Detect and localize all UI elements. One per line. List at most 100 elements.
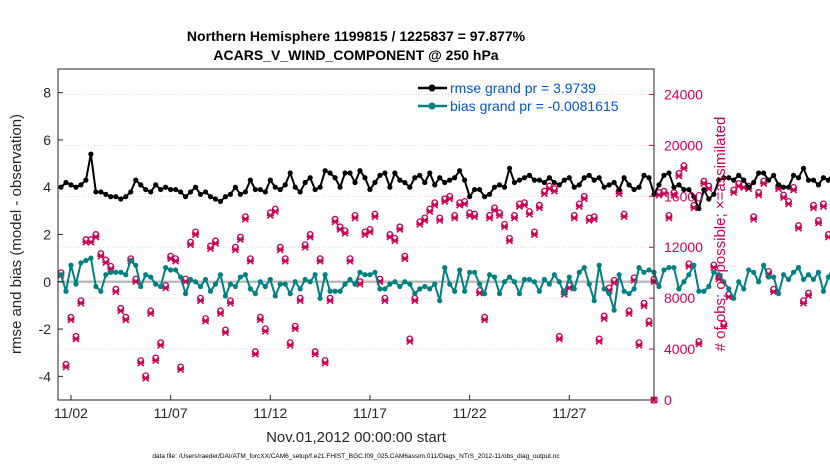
obs-assimilated-point (640, 302, 648, 310)
obs-assimilated-mark (286, 341, 294, 349)
y-tick-label-left: -2 (39, 321, 52, 337)
bias-point (412, 291, 418, 297)
obs-assimilated-point (321, 359, 329, 367)
rmse-point (128, 189, 134, 195)
obs-count-series (57, 162, 830, 404)
bias-point (775, 291, 782, 297)
obs-assimilated-mark (680, 164, 688, 172)
bias-point (347, 276, 353, 283)
rmse-point (761, 170, 767, 176)
obs-assimilated-point (177, 365, 185, 374)
obs-assimilated-point (411, 297, 419, 305)
obs-assimilated-point (391, 237, 399, 245)
rmse-point (397, 177, 403, 183)
obs-assimilated-mark (112, 288, 120, 296)
obs-assimilated-mark (461, 200, 469, 208)
obs-assimilated-mark (540, 190, 548, 198)
obs-assimilated-mark (799, 299, 808, 307)
rmse-point (501, 184, 508, 190)
bias-point (377, 286, 383, 292)
rmse-point (297, 189, 303, 195)
obs-assimilated-point (396, 225, 404, 233)
obs-assimilated-point (540, 190, 548, 198)
obs-assimilated-point (157, 341, 165, 349)
rmse-point (546, 175, 552, 181)
rmse-point (367, 186, 373, 193)
obs-assimilated-point (505, 237, 514, 245)
obs-assimilated-mark (326, 297, 334, 305)
bias-point (128, 257, 134, 264)
bias-point (676, 286, 682, 292)
obs-assimilated-point (172, 257, 180, 265)
rmse-point (581, 175, 587, 181)
bias-point (541, 276, 547, 283)
obs-assimilated-mark (755, 191, 763, 199)
bias-point (661, 267, 667, 273)
obs-assimilated-mark (416, 220, 424, 228)
obs-assimilated-mark (610, 279, 618, 287)
rmse-point (741, 177, 747, 183)
bias-point (182, 291, 189, 297)
obs-assimilated-mark (690, 204, 698, 212)
obs-assimilated-point (710, 264, 718, 272)
obs-assimilated-point (261, 327, 269, 335)
rmse-point (93, 189, 99, 195)
obs-assimilated-point (221, 328, 230, 337)
rmse-point (422, 179, 428, 186)
bias-point (287, 291, 293, 297)
obs-assimilated-point (645, 320, 653, 328)
bias-point (337, 288, 343, 294)
bias-point (118, 269, 124, 275)
rmse-point (257, 186, 263, 193)
obs-assimilated-mark (665, 214, 673, 222)
obs-assimilated-point (755, 191, 763, 199)
rmse-point (790, 172, 797, 178)
obs-assimilated-mark (520, 201, 529, 209)
obs-assimilated-point (256, 316, 264, 324)
bias-point (282, 281, 288, 287)
bias-point (332, 288, 338, 294)
obs-assimilated-point (296, 297, 304, 305)
bias-point (716, 272, 722, 278)
obs-assimilated-point (246, 257, 254, 265)
rmse-point (357, 168, 363, 174)
rmse-point (437, 175, 443, 181)
bias-point (766, 274, 772, 280)
bias-point (671, 265, 677, 271)
obs-assimilated-point (216, 309, 225, 317)
rmse-point (227, 191, 234, 197)
bias-point (272, 293, 278, 299)
bias-point (73, 281, 79, 287)
obs-assimilated-mark (595, 337, 603, 346)
obs-assimilated-point (555, 335, 563, 343)
rmse-point (292, 184, 298, 190)
obs-assimilated-point (162, 284, 170, 292)
obs-assimilated-point (67, 316, 75, 324)
rmse-point (472, 186, 478, 193)
obs-assimilated-point (132, 278, 140, 286)
obs-assimilated-point (620, 213, 628, 221)
obs-assimilated-point (525, 210, 533, 218)
bias-point (187, 276, 194, 283)
bias-point (417, 286, 423, 292)
legend: rmse grand pr = 3.9739 bias grand pr = -… (418, 80, 619, 114)
bias-point (352, 281, 358, 287)
obs-assimilated-mark (172, 257, 180, 265)
plot-area (58, 69, 654, 400)
rmse-point (312, 186, 318, 193)
rmse-point (616, 186, 622, 193)
rmse-point (322, 168, 328, 174)
rmse-point (780, 184, 787, 190)
bias-point (237, 274, 243, 280)
rmse-point (775, 182, 782, 188)
rmse-point (676, 182, 682, 188)
obs-assimilated-mark (476, 289, 484, 297)
rmse-point (591, 177, 597, 183)
obs-assimilated-mark (750, 215, 758, 223)
rmse-point (661, 172, 667, 178)
rmse-point (202, 189, 209, 195)
rmse-point (656, 182, 662, 188)
obs-assimilated-point (784, 200, 793, 208)
obs-assimilated-mark (177, 365, 185, 374)
obs-assimilated-point (306, 233, 314, 241)
